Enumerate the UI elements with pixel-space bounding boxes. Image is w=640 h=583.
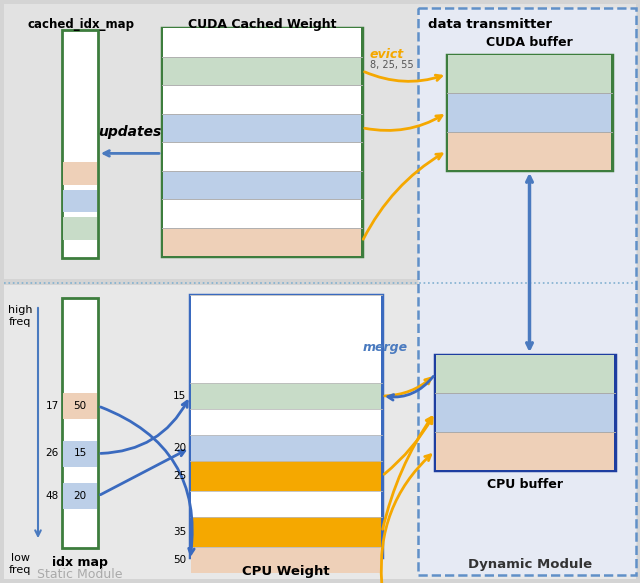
Bar	[163, 227, 361, 256]
Bar	[436, 394, 614, 431]
Bar	[163, 57, 361, 85]
Bar	[447, 55, 612, 170]
Bar	[436, 431, 614, 470]
Bar	[435, 355, 615, 470]
Bar	[163, 114, 361, 142]
Bar	[163, 85, 361, 114]
Text: Dynamic Module: Dynamic Module	[468, 558, 592, 571]
Bar	[63, 441, 97, 466]
Bar	[4, 4, 636, 279]
Text: CUDA buffer: CUDA buffer	[486, 36, 573, 49]
Text: high
freq: high freq	[8, 305, 32, 326]
Text: 25: 25	[173, 471, 186, 481]
Text: CPU buffer: CPU buffer	[487, 478, 563, 491]
Bar	[191, 383, 381, 409]
Text: Static Module: Static Module	[37, 568, 123, 581]
Bar	[163, 170, 361, 199]
Text: merge: merge	[363, 342, 408, 354]
Text: low
freq: low freq	[9, 553, 31, 575]
Bar	[191, 517, 381, 547]
Bar	[63, 189, 97, 212]
Text: 17: 17	[45, 401, 59, 411]
Bar	[448, 132, 611, 170]
Bar	[63, 393, 97, 419]
Bar	[418, 8, 636, 575]
Bar	[448, 55, 611, 93]
Text: 15: 15	[173, 391, 186, 401]
Text: 26: 26	[45, 448, 59, 458]
Bar	[191, 435, 381, 461]
Bar	[63, 217, 97, 240]
Text: 35: 35	[173, 527, 186, 537]
Text: 8, 25, 55: 8, 25, 55	[370, 60, 413, 70]
Text: idx map: idx map	[52, 556, 108, 569]
Text: 50: 50	[74, 401, 86, 411]
Bar	[4, 285, 636, 579]
Text: CPU Weight: CPU Weight	[242, 565, 330, 578]
Text: data transmitter: data transmitter	[428, 18, 552, 31]
Bar	[190, 295, 382, 557]
Bar	[163, 28, 361, 57]
Text: 20: 20	[173, 443, 186, 453]
Bar	[191, 491, 381, 517]
Text: 20: 20	[74, 491, 86, 501]
Bar	[191, 295, 381, 383]
Bar	[62, 298, 98, 548]
Bar	[62, 30, 98, 258]
Text: 50: 50	[173, 555, 186, 565]
Bar	[448, 93, 611, 132]
Text: CUDA Cached Weight: CUDA Cached Weight	[188, 18, 336, 31]
Bar	[63, 483, 97, 509]
Bar	[191, 461, 381, 491]
Text: 15: 15	[74, 448, 86, 458]
Bar	[163, 199, 361, 227]
Bar	[63, 162, 97, 185]
Text: cached_idx_map: cached_idx_map	[28, 18, 134, 31]
Bar	[191, 547, 381, 573]
Text: updates: updates	[99, 125, 162, 139]
Bar	[163, 142, 361, 170]
Text: 48: 48	[45, 491, 59, 501]
Text: evict: evict	[370, 48, 404, 61]
Bar	[162, 28, 362, 256]
Bar	[191, 409, 381, 435]
Bar	[436, 355, 614, 394]
